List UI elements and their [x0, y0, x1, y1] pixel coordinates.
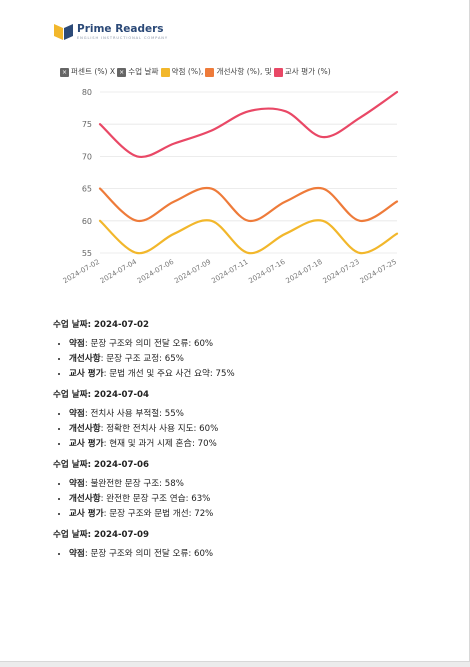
x-tick-label: 2024-07-02 — [62, 258, 101, 285]
legend-item: 개선사항 (%), 및 — [205, 66, 272, 77]
session-list: 약점: 불완전한 문장 구조: 58% 개선사항: 완전한 문장 구조 연습: 6… — [53, 479, 453, 519]
session-notes: 수업 날짜: 2024-07-02약점: 문장 구조와 의미 전달 오류: 60… — [53, 318, 453, 568]
item-detail: : 문장 구조와 의미 전달 오류: 60% — [84, 549, 214, 559]
session-heading: 수업 날짜: 2024-07-09 — [53, 530, 150, 540]
item-category: 교사 평가 — [69, 439, 104, 449]
session-list-item: 개선사항: 문장 구조 교정: 65% — [69, 354, 453, 364]
item-category: 개선사항 — [69, 354, 101, 364]
legend-label: 퍼센트 (%) X — [71, 67, 116, 76]
legend-label: 개선사항 (%), 및 — [216, 67, 272, 76]
session-list-item: 약점: 문장 구조와 의미 전달 오류: 60% — [69, 339, 453, 349]
item-detail: : 완전한 문장 구조 연습: 63% — [100, 494, 211, 504]
session-list-item: 개선사항: 정확한 전치사 사용 지도: 60% — [69, 424, 453, 434]
x-tick-label: 2024-07-11 — [210, 258, 249, 285]
x-tick-label: 2024-07-06 — [136, 258, 176, 286]
session-section: 수업 날짜: 2024-07-06 약점: 불완전한 문장 구조: 58% 개선사항… — [53, 458, 453, 519]
session-section: 수업 날짜: 2024-07-02 약점: 문장 구조와 의미 전달 오류: 60… — [53, 318, 453, 379]
item-detail: : 문장 구조 교정: 65% — [100, 354, 184, 364]
item-category: 개선사항 — [69, 494, 101, 504]
legend-item: × 수업 날짜 — [117, 66, 159, 77]
legend-swatch — [205, 67, 215, 77]
session-list-item: 교사 평가: 문장 구조와 문법 개선: 72% — [69, 509, 453, 519]
session-list-item: 약점: 불완전한 문장 구조: 58% — [69, 479, 453, 489]
y-tick-label: 75 — [82, 120, 92, 129]
legend-item: × 퍼센트 (%) X — [60, 66, 115, 77]
y-tick-label: 65 — [82, 185, 92, 194]
legend-item: 교사 평가 (%) — [273, 66, 331, 77]
session-list-item: 개선사항: 완전한 문장 구조 연습: 63% — [69, 494, 453, 504]
legend-hidden-swatch: × — [60, 67, 69, 77]
brand-name: Prime Readers — [77, 23, 164, 35]
x-tick-label: 2024-07-09 — [173, 258, 212, 285]
legend-swatch — [160, 67, 170, 77]
chart-legend: × 퍼센트 (%) X × 수업 날짜 약점 (%), 개선사항 (%), 및 교사 평가 … — [60, 66, 333, 80]
item-category: 개선사항 — [69, 424, 101, 434]
x-tick-label: 2024-07-16 — [247, 258, 287, 286]
item-detail: : 불완전한 문장 구조: 58% — [84, 479, 184, 489]
book-logo-icon — [54, 24, 73, 40]
session-list: 약점: 문장 구조와 의미 전달 오류: 60% — [53, 549, 453, 559]
series-line — [98, 219, 399, 255]
item-category: 약점 — [69, 479, 85, 489]
item-detail: : 정확한 전치사 사용 지도: 60% — [100, 424, 219, 434]
y-tick-label: 60 — [82, 217, 92, 226]
item-category: 약점 — [69, 339, 85, 349]
session-section: 수업 날짜: 2024-07-09 약점: 문장 구조와 의미 전달 오류: 60… — [53, 528, 453, 559]
legend-item: 약점 (%), — [160, 66, 204, 77]
legend-label: 약점 (%), — [171, 67, 204, 76]
item-detail: : 현재 및 과거 시제 혼合: 70% — [103, 439, 217, 449]
session-list-item: 교사 평가: 현재 및 과거 시제 혼合: 70% — [69, 439, 453, 449]
item-detail: : 문장 구조와 의미 전달 오류: 60% — [84, 339, 214, 349]
legend-label: 수업 날짜 — [128, 67, 159, 76]
item-category: 약점 — [69, 409, 85, 419]
legend-hidden-swatch: × — [117, 67, 127, 77]
series-line — [98, 90, 399, 159]
session-heading: 수업 날짜: 2024-07-04 — [53, 390, 150, 400]
series-line — [98, 186, 399, 222]
x-tick-label: 2024-07-18 — [285, 258, 324, 285]
y-tick-label: 80 — [82, 88, 92, 97]
item-category: 교사 평가 — [69, 509, 104, 519]
y-tick-label: 55 — [82, 249, 92, 258]
x-tick-label: 2024-07-23 — [322, 258, 361, 285]
session-list: 약점: 전치사 사용 부적절: 55% 개선사항: 정확한 전치사 사용 지도: … — [53, 409, 453, 449]
brand-tagline: ENGLISH INSTRUCTIONAL COMPANY — [77, 36, 168, 40]
legend-label: 교사 평가 (%) — [284, 67, 331, 76]
item-detail: : 문법 개선 및 주요 사건 요약: 75% — [103, 369, 235, 379]
item-detail: : 전치사 사용 부적절: 55% — [84, 409, 184, 419]
session-list: 약점: 문장 구조와 의미 전달 오류: 60% 개선사항: 문장 구조 교정: … — [53, 339, 453, 379]
legend-swatch — [273, 67, 283, 77]
session-list-item: 약점: 전치사 사용 부적절: 55% — [69, 409, 453, 419]
x-tick-label: 2024-07-04 — [99, 258, 139, 286]
session-heading: 수업 날짜: 2024-07-02 — [53, 320, 150, 330]
item-category: 교사 평가 — [69, 369, 104, 379]
line-chart: 5560657075802024-07-022024-07-042024-07-… — [62, 88, 399, 286]
y-tick-label: 70 — [82, 152, 92, 161]
item-detail: : 문장 구조와 문법 개선: 72% — [103, 509, 214, 519]
session-list-item: 교사 평가: 문법 개선 및 주요 사건 요약: 75% — [69, 369, 453, 379]
x-tick-label: 2024-07-25 — [359, 258, 398, 285]
session-heading: 수업 날짜: 2024-07-06 — [53, 460, 150, 470]
session-section: 수업 날짜: 2024-07-04 약점: 전치사 사용 부적절: 55% 개선사항… — [53, 388, 453, 449]
item-category: 약점 — [69, 549, 85, 559]
session-list-item: 약점: 문장 구조와 의미 전달 오류: 60% — [69, 549, 453, 559]
